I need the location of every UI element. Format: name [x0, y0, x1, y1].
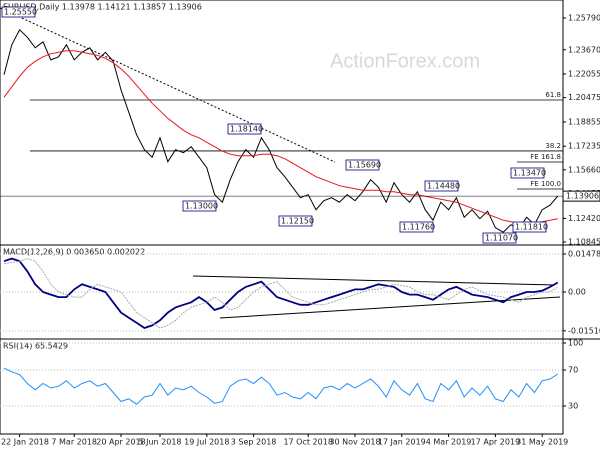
annotation-label: 1.25550: [4, 8, 37, 17]
y-tick-label: 1.12420: [568, 214, 600, 223]
watermark: ActionForex.com: [330, 50, 480, 72]
y-tick-label: 100: [568, 339, 583, 348]
annotation-box: [424, 180, 459, 192]
macd-trend-line: [192, 275, 556, 286]
annotation-label: 1.13470: [513, 169, 546, 178]
annotation-label: 1.15690: [348, 161, 381, 170]
annotation-box: [482, 232, 517, 244]
y-tick-label: 1.20475: [568, 93, 600, 102]
annotation-label: 1.12150: [281, 217, 314, 226]
y-tick-label: 1.23670: [568, 45, 600, 54]
macd-trend-line: [219, 296, 561, 319]
annotation-label: 1.14480: [427, 182, 460, 191]
level-label: 38.2: [545, 142, 561, 150]
annotation-box: [278, 215, 313, 227]
annotation-box: [510, 167, 545, 179]
y-tick-label: 0.014786: [568, 250, 600, 259]
y-tick-label: 1.18855: [568, 117, 600, 126]
x-tick-label: 5 Jun 2018: [138, 438, 181, 447]
annotation-box: [227, 123, 262, 135]
annotation-label: 1.13000: [185, 202, 218, 211]
x-tick-label: 7 Mar 2018: [51, 438, 97, 447]
annotation-box: [345, 159, 380, 171]
x-tick-label: 4 Mar 2019: [426, 438, 472, 447]
y-tick-label: 70: [568, 366, 578, 375]
x-tick-label: 20 Apr 2018: [96, 438, 145, 447]
rsi-title: RSI(14) 65.5429: [3, 342, 68, 351]
macd-title: MACD(12,26,9) 0.003650 0.002022: [3, 248, 145, 257]
level-label: FE 100.0: [530, 180, 561, 188]
last-price-box: [562, 190, 600, 202]
chart-title: EURUSD,Daily 1.13978 1.14121 1.13857 1.1…: [3, 3, 202, 12]
x-tick-label: 17 Jan 2019: [378, 438, 426, 447]
y-tick-label: 1.25790: [568, 13, 600, 22]
level-label: FE 161.8: [530, 153, 561, 161]
annotation-box: [399, 221, 434, 233]
x-tick-label: 22 Jan 2018: [1, 438, 49, 447]
series-line: [3, 257, 559, 329]
y-tick-label: 0.00: [568, 288, 586, 297]
x-tick-label: 31 May 2019: [516, 438, 568, 447]
y-tick-label: 1.17235: [568, 142, 600, 151]
y-tick-label: 1.15660: [568, 165, 600, 174]
annotation-label: 1.18140: [230, 125, 263, 134]
y-tick-label: 1.10845: [568, 238, 600, 247]
x-tick-label: 30 Nov 2018: [329, 438, 380, 447]
series-line: [3, 50, 558, 224]
y-tick-label: 30: [568, 402, 578, 411]
series-line: [3, 258, 559, 329]
trend-line: [0, 7, 336, 163]
y-tick-label: 1.22055: [568, 69, 600, 78]
x-tick-label: 17 Oct 2018: [283, 438, 332, 447]
last-price-label: 1.13906: [566, 192, 599, 201]
series-line: [3, 28, 559, 233]
y-tick-label: -0.015107: [568, 326, 600, 335]
annotation-label: 1.11070: [485, 234, 518, 243]
annotation-box: [512, 221, 547, 233]
x-tick-label: 19 Jul 2018: [184, 438, 229, 447]
x-tick-label: 17 Apr 2019: [471, 438, 520, 447]
annotation-box: [1, 6, 36, 18]
series-line: [3, 367, 559, 405]
annotation-label: 1.11810: [515, 223, 548, 232]
annotation-box: [182, 200, 217, 212]
annotation-label: 1.11760: [402, 223, 435, 232]
level-label: 61.8: [545, 91, 561, 99]
x-tick-label: 3 Sep 2018: [231, 438, 277, 447]
